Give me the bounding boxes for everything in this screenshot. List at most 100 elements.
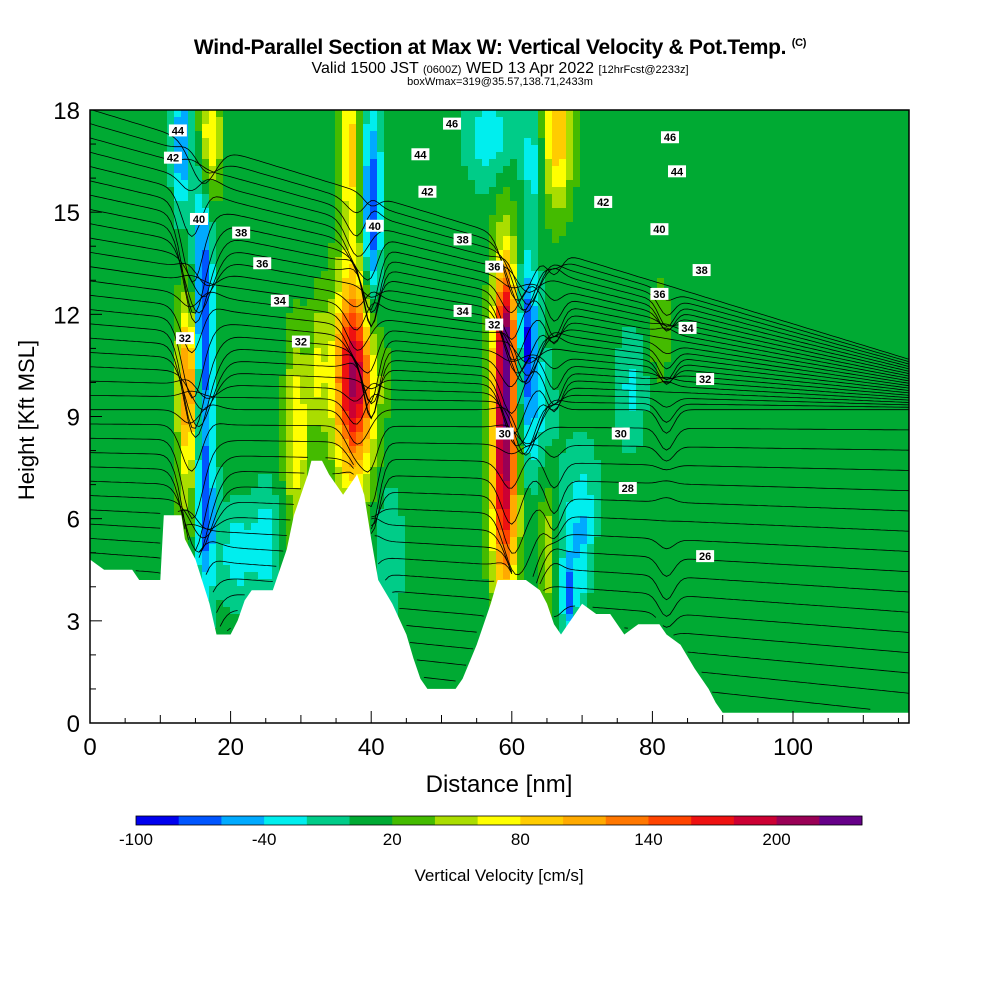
field-cell <box>216 502 280 510</box>
field-cell <box>188 257 196 265</box>
field-cell <box>370 131 378 139</box>
field-cell <box>566 537 574 545</box>
field-cell <box>566 502 595 510</box>
field-cell <box>195 264 203 272</box>
field-cell <box>552 607 560 615</box>
field-cell <box>587 579 595 587</box>
field-cell <box>496 236 504 244</box>
field-cell <box>531 355 539 363</box>
field-cell <box>90 495 175 503</box>
field-cell <box>517 432 525 440</box>
field-cell <box>328 397 336 405</box>
field-cell <box>517 208 525 216</box>
field-cell <box>573 530 588 538</box>
field-cell <box>482 110 497 118</box>
field-cell <box>377 110 385 118</box>
field-cell <box>552 516 560 524</box>
field-cell <box>90 327 175 335</box>
field-cell <box>90 383 175 391</box>
field-cell <box>573 138 581 146</box>
theta-label-box <box>418 185 437 198</box>
field-cell <box>517 425 525 433</box>
field-cell <box>286 397 294 405</box>
field-cell <box>223 474 259 482</box>
field-cell <box>503 362 511 370</box>
field-cell <box>517 299 525 307</box>
field-cell <box>489 376 497 384</box>
field-cell <box>524 145 539 153</box>
field-cell <box>552 579 560 587</box>
field-cell <box>377 278 385 286</box>
field-cell <box>573 481 588 489</box>
field-cell <box>209 292 217 300</box>
field-cell <box>552 152 567 160</box>
field-cell <box>545 152 553 160</box>
field-cell <box>202 586 210 594</box>
theta-label-text: 32 <box>295 337 307 349</box>
field-cell <box>461 117 476 125</box>
field-cell <box>538 152 546 160</box>
field-cell <box>552 558 560 566</box>
field-cell <box>174 208 196 216</box>
field-cell <box>209 194 224 202</box>
field-cell <box>545 278 658 286</box>
field-cell <box>174 390 182 398</box>
field-cell <box>349 383 357 391</box>
field-cell <box>510 537 518 545</box>
field-cell <box>489 488 497 496</box>
field-cell <box>356 187 364 195</box>
field-cell <box>328 411 336 419</box>
field-cell <box>517 215 525 223</box>
field-cell <box>552 537 560 545</box>
field-cell <box>328 306 336 314</box>
field-cell <box>510 453 518 461</box>
field-cell <box>244 572 259 580</box>
field-cell <box>342 117 357 125</box>
field-cell <box>377 397 385 405</box>
field-cell <box>230 523 245 531</box>
field-cell <box>90 425 175 433</box>
field-cell <box>566 572 574 580</box>
field-cell <box>482 481 490 489</box>
field-cell <box>552 236 560 244</box>
field-cell <box>545 271 909 279</box>
field-cell <box>279 404 287 412</box>
field-cell <box>195 537 203 545</box>
field-cell <box>195 138 203 146</box>
field-cell <box>587 572 595 580</box>
field-cell <box>489 285 497 293</box>
field-cell <box>503 460 511 468</box>
field-cell <box>335 481 343 489</box>
field-cell <box>202 516 210 524</box>
field-cell <box>531 187 539 195</box>
field-cell <box>622 327 637 335</box>
field-cell <box>209 299 217 307</box>
field-cell <box>307 299 329 307</box>
field-cell <box>209 138 217 146</box>
field-cell <box>272 488 287 496</box>
field-cell <box>398 614 490 622</box>
field-cell <box>489 229 497 237</box>
theta-label-box <box>668 165 687 178</box>
field-cell <box>538 110 546 118</box>
field-cell <box>538 355 553 363</box>
field-cell <box>195 369 203 377</box>
colorbar-swatch <box>563 816 607 825</box>
field-cell <box>349 124 357 132</box>
field-cell <box>377 446 385 454</box>
field-cell <box>202 348 210 356</box>
field-cell <box>496 222 511 230</box>
field-cell <box>594 579 909 587</box>
field-cell <box>538 334 546 342</box>
field-cell <box>349 411 357 419</box>
field-cell <box>370 292 378 300</box>
field-cell <box>209 229 217 237</box>
field-cell <box>398 509 483 517</box>
field-cell <box>286 446 294 454</box>
field-cell <box>377 334 385 342</box>
field-cell <box>538 327 546 335</box>
field-cell <box>195 495 203 503</box>
field-cell <box>90 509 175 517</box>
field-cell <box>342 474 350 482</box>
field-cell <box>538 390 546 398</box>
